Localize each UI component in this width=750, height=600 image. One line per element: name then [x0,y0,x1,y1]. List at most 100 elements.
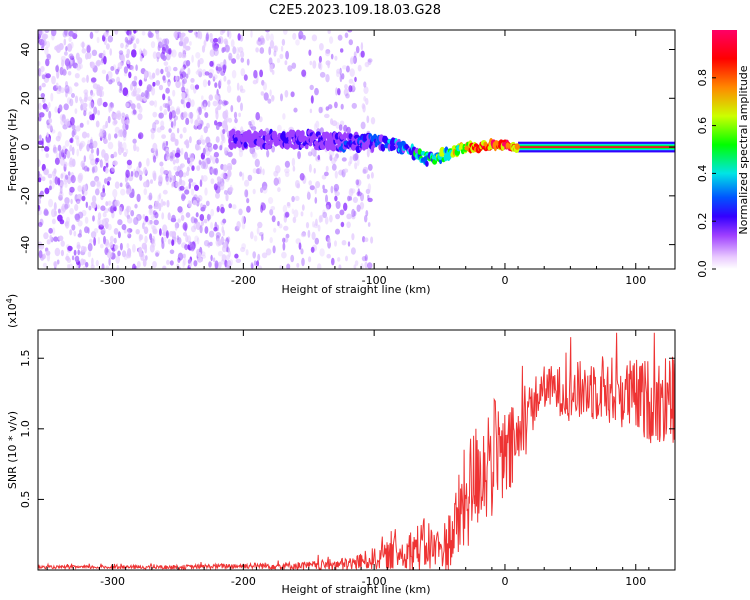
noise-speckle [148,192,153,201]
noise-speckle [84,216,89,224]
noise-speckle [308,163,312,173]
noise-speckle [114,199,120,207]
noise-speckle [305,222,310,229]
noise-speckle [244,179,250,187]
noise-speckle [65,255,70,261]
noise-speckle [196,139,202,145]
noise-speckle [80,160,86,168]
noise-speckle [326,253,332,259]
noise-speckle [195,52,201,59]
noise-speckle [113,151,118,158]
noise-speckle [272,245,276,254]
noise-speckle [293,209,299,218]
noise-speckle [155,68,160,76]
noise-speckle [110,78,116,83]
noise-speckle [290,91,295,98]
noise-speckle [54,106,58,113]
noise-speckle [93,165,98,173]
noise-speckle [103,177,108,184]
noise-speckle [215,95,220,102]
noise-speckle [330,53,334,60]
noise-speckle [126,188,131,195]
noise-speckle [200,161,206,169]
noise-speckle [234,253,239,259]
noise-speckle [108,257,111,266]
noise-speckle [258,265,262,269]
snr-x-ticks: -300 -200 -100 0 100 [46,330,676,588]
noise-speckle [162,224,168,233]
noise-speckle [325,204,330,211]
noise-speckle [281,251,287,259]
noise-speckle [173,166,179,171]
noise-speckle [91,166,95,173]
noise-speckle [292,32,297,40]
noise-speckle [53,144,57,153]
noise-speckle [300,232,307,238]
noise-speckle [359,201,365,210]
noise-speckle [99,243,104,249]
noise-speckle [94,175,100,182]
noise-speckle [214,260,219,269]
noise-speckle [340,221,345,228]
y-tick-label: -20 [19,187,32,205]
noise-speckle [171,239,175,247]
noise-speckle [94,165,97,173]
noise-speckle [41,82,46,88]
noise-speckle [265,32,270,41]
noise-speckle [341,240,347,246]
noise-speckle [179,133,183,139]
noise-speckle [82,102,88,108]
noise-speckle [125,123,129,130]
spectrogram-y-label: Frequency (Hz) [6,109,19,192]
noise-speckle [115,255,120,264]
ridge-blob [370,145,375,153]
noise-speckle [126,253,132,259]
noise-speckle [200,206,206,212]
noise-speckle [91,201,97,209]
noise-speckle [182,111,188,119]
noise-speckle [208,261,212,268]
noise-speckle [159,228,162,236]
noise-speckle [144,245,148,254]
noise-speckle [47,173,53,179]
noise-speckle [81,48,87,54]
noise-speckle [60,118,66,126]
noise-speckle [236,95,241,103]
noise-speckle [366,148,370,158]
noise-speckle [203,39,207,48]
ridge-blob [288,140,292,145]
noise-speckle [51,170,57,176]
noise-speckle [210,38,214,44]
y-tick-label: 40 [19,43,32,57]
noise-speckle [182,127,187,134]
noise-speckle [365,210,369,217]
noise-speckle [91,195,97,203]
noise-speckle [147,219,153,226]
noise-speckle [137,170,143,177]
noise-speckle [157,41,163,49]
noise-speckle [64,140,70,147]
noise-speckle [209,241,213,247]
noise-speckle [250,231,254,240]
noise-speckle [87,243,93,252]
noise-speckle [213,38,219,43]
noise-speckle [365,188,371,195]
noise-speckle [206,31,209,40]
noise-speckle [337,34,343,41]
noise-speckle [165,147,170,155]
noise-speckle [133,75,138,81]
noise-speckle [185,45,191,51]
noise-speckle [268,197,274,204]
noise-speckle [149,233,153,241]
noise-speckle [222,136,226,144]
noise-speckle [86,132,90,138]
noise-speckle [45,153,49,158]
noise-speckle [152,228,158,235]
noise-speckle [224,40,229,46]
noise-speckle [90,231,97,239]
noise-speckle [201,45,206,53]
noise-speckle [149,243,155,253]
noise-speckle [331,120,338,127]
noise-speckle [43,208,49,216]
noise-speckle [334,55,338,61]
